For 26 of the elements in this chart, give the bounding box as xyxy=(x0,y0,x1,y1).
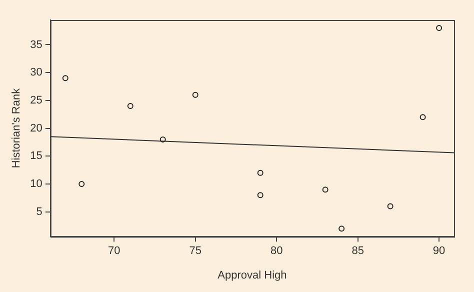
point xyxy=(78,181,85,188)
point xyxy=(436,25,442,32)
point xyxy=(387,203,394,210)
y-axis-title: Historian's Rank xyxy=(10,88,23,168)
x-axis-title: Approval High xyxy=(218,269,287,282)
point xyxy=(192,92,198,98)
x-tick-label: 90 xyxy=(432,245,446,258)
point xyxy=(420,114,426,120)
x-tick-label: 85 xyxy=(352,245,364,258)
y-tick-label: 5 xyxy=(36,206,42,218)
y-tick-label: 10 xyxy=(30,178,42,190)
point xyxy=(62,75,68,82)
point xyxy=(127,103,134,110)
point xyxy=(160,136,166,142)
x-tick-label: 70 xyxy=(108,245,120,258)
y-tick-label: 15 xyxy=(30,150,42,162)
x-tick-label: 75 xyxy=(189,245,202,258)
point xyxy=(338,226,345,232)
y-tick-label: 25 xyxy=(30,94,42,106)
y-tick-label: 20 xyxy=(30,122,42,134)
y-tick-label: 35 xyxy=(30,38,42,51)
point xyxy=(257,192,264,198)
x-tick-label: 80 xyxy=(270,245,283,258)
point xyxy=(322,186,328,193)
point xyxy=(257,170,264,176)
y-tick-label: 30 xyxy=(30,66,42,79)
